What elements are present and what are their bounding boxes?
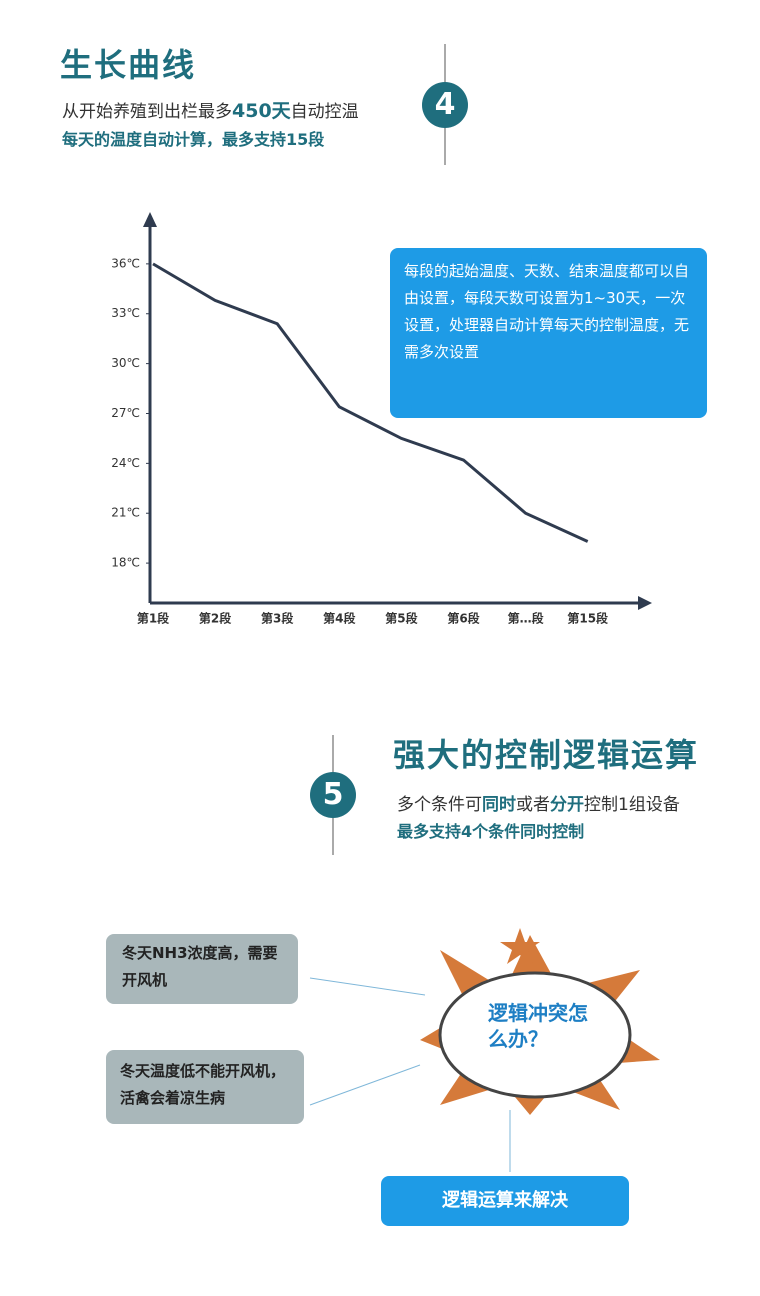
condition: 冬天NH3浓度高，需要开风机	[106, 934, 298, 1004]
x-tick-label: 第4段	[323, 611, 356, 626]
step-number: 4	[422, 82, 468, 128]
conflict: 逻辑冲突怎么办？	[488, 1001, 588, 1051]
connector	[309, 1064, 421, 1106]
line	[152, 262, 589, 543]
text: 分开	[550, 795, 584, 815]
text: 多个条件可	[397, 795, 482, 815]
text: 或者	[516, 795, 550, 815]
x-tick-label: 第6段	[447, 611, 480, 626]
y-tick-label: 21℃	[111, 506, 140, 520]
solution: 逻辑运算来解决	[381, 1176, 629, 1226]
y-arrow	[143, 212, 157, 227]
subtitle: 多个条件可同时或者分开控制1组设备	[397, 790, 680, 815]
x-arrow	[638, 596, 652, 610]
title: 生长曲线	[60, 46, 197, 84]
title: 强大的控制逻辑运算	[393, 736, 700, 774]
connector	[309, 977, 426, 996]
x-tick-label: 第15段	[567, 611, 609, 626]
condition: 冬天温度低不能开风机，活禽会着凉生病	[106, 1050, 304, 1124]
text: 450天	[232, 100, 291, 122]
subtitle: 从开始养殖到出栏最多450天自动控温	[62, 96, 359, 123]
annotation: 每段的起始温度、天数、结束温度都可以自由设置，每段天数可设置为1~30天，一次设…	[390, 248, 707, 418]
step-number: 5	[310, 772, 356, 818]
y-tick-label: 18℃	[111, 556, 140, 570]
x-tick-label: 第2段	[199, 611, 232, 626]
x-tick-label: 第3段	[261, 611, 294, 626]
y-tick-label: 27℃	[111, 406, 140, 420]
x-tick-label: 第…段	[508, 611, 545, 626]
text: 同时	[482, 795, 516, 815]
text: 控制1组设备	[584, 795, 680, 815]
x-tick-label: 第5段	[385, 611, 418, 626]
y-tick-label: 30℃	[111, 356, 140, 370]
subtitle: 每天的温度自动计算，最多支持15段	[62, 130, 325, 149]
text: 从开始养殖到出栏最多	[62, 102, 232, 122]
y-tick-label: 36℃	[111, 256, 140, 270]
y-tick-label: 33℃	[111, 306, 140, 320]
x-tick-label: 第1段	[137, 611, 170, 626]
subtitle: 最多支持4个条件同时控制	[397, 822, 585, 841]
y-tick-label: 24℃	[111, 456, 140, 470]
text: 自动控温	[290, 102, 359, 122]
explosion	[420, 928, 660, 1115]
